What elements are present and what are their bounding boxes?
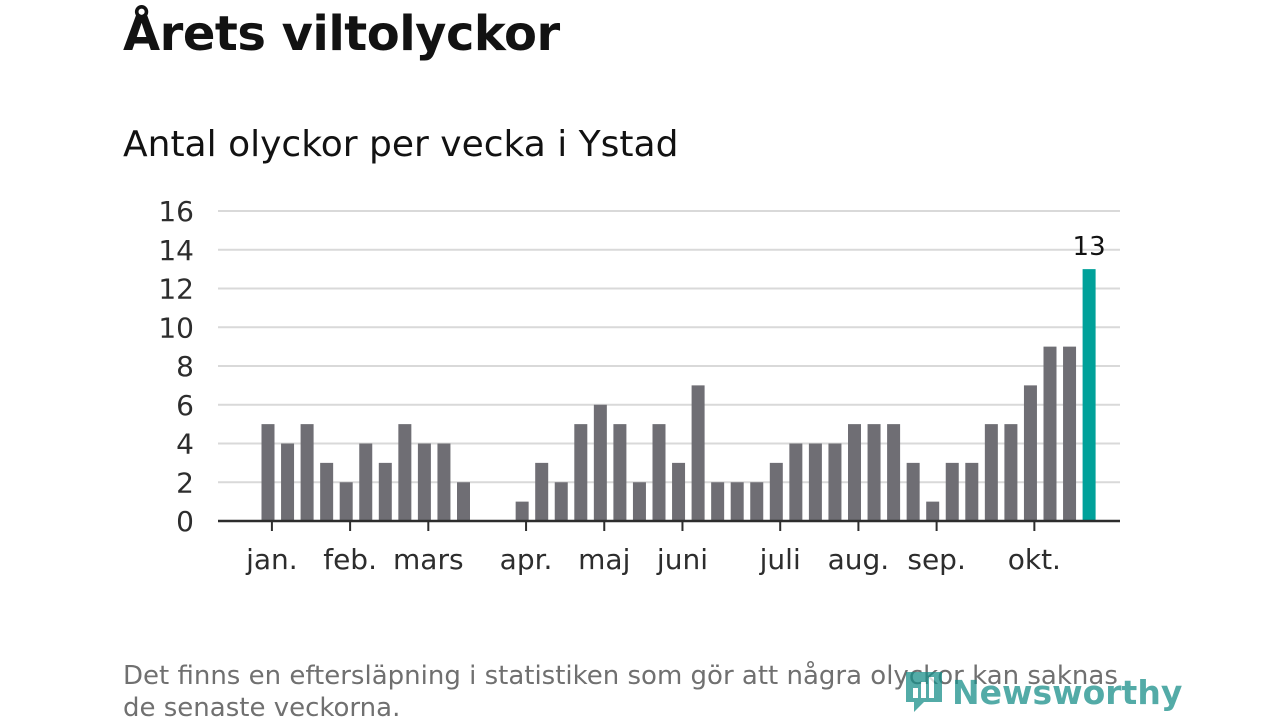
y-tick-label: 14 [158,234,194,267]
bar [828,443,842,521]
bar [437,443,451,521]
bar-highlight [1082,269,1096,521]
bar [281,443,295,521]
bar [398,424,412,521]
bar-chart: 0 2 4 6 8 10 12 14 16 jan. feb. mars apr. maj juni jul… [158,195,1120,576]
bar [320,462,334,521]
bar [593,404,607,521]
bar [1023,385,1037,521]
bar [750,482,764,521]
bar [808,443,822,521]
bar [984,424,998,521]
bar [339,482,353,521]
data-labels: 13 [1073,232,1106,262]
bar [848,424,861,521]
bar [672,462,686,521]
y-tick-label: 8 [176,350,194,383]
bar [730,482,744,521]
x-axis-ticks: jan. feb. mars apr. maj juni juli aug. sep. okt. [245,521,1061,576]
y-tick-label: 0 [176,505,194,538]
y-tick-label: 4 [176,428,194,461]
x-tick-label: maj [578,543,630,576]
bar [632,482,646,521]
chart-title: Årets viltolyckor [123,6,560,62]
brand-name: Newsworthy [952,672,1183,712]
bar [945,462,959,521]
x-tick-label: jan. [245,543,298,576]
bar [1063,346,1077,521]
bar [359,443,373,521]
footnote: Det finns en eftersläpning i statistiken… [123,661,1118,723]
bar [574,424,588,521]
grid-lines [218,210,1120,484]
bar [926,501,940,521]
bar [769,462,783,521]
x-tick-label: juni [656,543,708,576]
y-tick-label: 10 [158,311,194,344]
bar [378,462,392,521]
value-label-last: 13 [1073,232,1106,262]
y-tick-label: 12 [158,273,194,306]
bar [1043,346,1057,521]
bar [457,482,470,521]
bar [711,482,725,521]
y-tick-label: 2 [176,466,194,499]
bar [867,424,881,521]
x-tick-label: okt. [1008,543,1061,576]
y-axis-ticks: 0 2 4 6 8 10 12 14 16 [158,195,194,538]
bar [789,443,803,521]
bar [652,424,666,521]
y-tick-label: 6 [176,389,194,422]
bar [300,424,314,521]
x-tick-label: apr. [500,543,553,576]
x-tick-label: aug. [828,543,890,576]
bar [965,462,979,521]
bar [554,482,568,521]
bar [691,385,705,521]
x-tick-label: mars [393,543,464,576]
bar [417,443,431,521]
bars [261,269,1096,521]
chart-subtitle: Antal olyckor per vecka i Ystad [123,124,679,165]
newsworthy-logo-icon [906,672,942,712]
brand-logo: Newsworthy [902,668,1182,716]
bar [515,501,529,521]
bar [261,424,275,521]
x-tick-label: juli [759,543,801,576]
bar [535,462,549,521]
bar [613,424,627,521]
bar [1004,424,1018,521]
x-tick-label: feb. [323,543,377,576]
y-tick-label: 16 [158,195,194,228]
bar [887,424,901,521]
x-tick-label: sep. [907,543,966,576]
bar [906,462,920,521]
